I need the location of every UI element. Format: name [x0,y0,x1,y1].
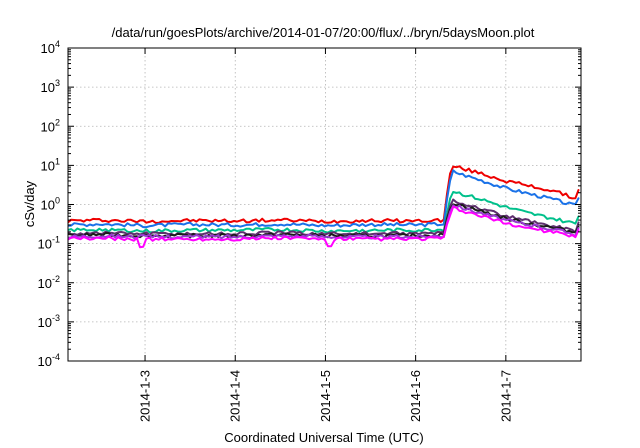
grid-lines [68,48,581,361]
series-line [68,169,580,229]
series-line [68,165,580,224]
y-tick-label: 10-3 [38,313,60,330]
series-line [68,204,580,240]
y-axis-label: cSv/day [22,180,37,227]
y-tick-label: 10-1 [38,235,60,252]
y-tick-label: 103 [41,78,60,95]
y-tick-label: 10-2 [38,274,60,291]
x-tick-label: 2014-1-4 [228,370,243,422]
x-tick-label: 2014-1-5 [318,370,333,422]
x-axis-label: Coordinated Universal Time (UTC) [224,430,423,445]
y-tick-label: 100 [41,196,60,213]
chart-title: /data/run/goesPlots/archive/2014-01-07/2… [112,25,535,40]
axis-ticks [68,47,581,362]
y-tick-label: 102 [41,117,60,134]
x-tick-label: 2014-1-3 [138,370,153,422]
y-tick-label: 101 [41,156,60,173]
series-line [68,198,580,237]
x-axis-tick-labels: 2014-1-3 2014-1-4 2014-1-5 2014-1-6 2014-1-7 [138,370,514,422]
x-tick-label: 2014-1-6 [408,370,423,422]
y-tick-label: 10-4 [38,352,60,369]
series-line [68,205,580,249]
y-axis-tick-labels: 10-4 10-3 10-2 10-1 100 101 102 103 104 [38,39,60,369]
y-tick-label: 104 [41,39,60,56]
x-tick-label: 2014-1-7 [498,370,513,422]
data-series-group [68,165,580,249]
